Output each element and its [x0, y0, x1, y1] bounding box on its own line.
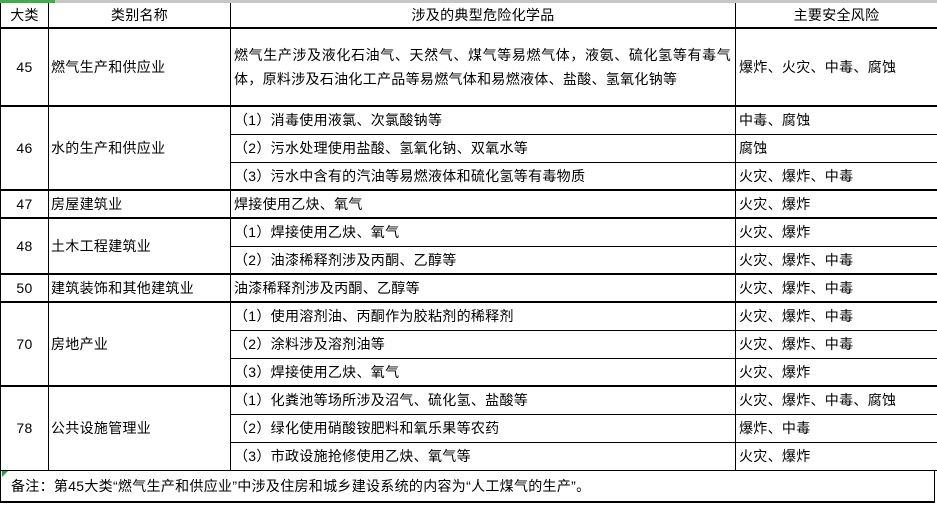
table-row: 46 水的生产和供应业 （1）消毒使用液氯、次氯酸钠等 中毒、腐蚀 [0, 105, 937, 191]
chemicals-cell: （2）绿化使用硝酸铵肥料和氧乐果等农药 [230, 413, 736, 443]
category-code-cell: 50 [0, 273, 49, 303]
table-row: 78 公共设施管理业 （1）化粪池等场所涉及沼气、硫化氢、盐酸等 火灾、爆炸、中毒、腐… [0, 385, 937, 471]
chemicals-cell: （3）污水中含有的汽油等易燃液体和硫化氢等有毒物质 [230, 161, 736, 191]
header-row: 大类 类别名称 涉及的典型危险化学品 主要安全风险 [0, 3, 937, 29]
risks-cell: 火灾、爆炸 [735, 217, 937, 247]
risks-cell: 爆炸、中毒 [735, 413, 937, 443]
column-header-3: 主要安全风险 [735, 3, 937, 29]
category-name-cell: 土木工程建筑业 [48, 217, 231, 275]
risks-cell: 火灾、爆炸 [735, 441, 937, 471]
table-row: （3）市政设施抢修使用乙炔、氧气等 火灾、爆炸 [1, 441, 937, 471]
chemicals-cell: （1）使用溶剂油、丙酮作为胶粘剂的稀释剂 [230, 301, 736, 331]
category-code-cell: 48 [0, 217, 49, 275]
risks-cell: 火灾、爆炸 [735, 357, 937, 387]
risks-cell: 火灾、爆炸、中毒 [735, 161, 937, 191]
selection-indicator-strip [0, 0, 55, 3]
table-header: 大类 类别名称 涉及的典型危险化学品 主要安全风险 [0, 3, 937, 29]
chemicals-cell: （1）消毒使用液氯、次氯酸钠等 [230, 105, 736, 135]
table-body: 45 燃气生产和供应业 燃气生产涉及液化石油气、天然气、煤气等易燃气体，液氨、硫化氢… [0, 27, 937, 471]
top-edge-strip [0, 0, 937, 3]
risks-cell: 爆炸、火灾、中毒、腐蚀 [735, 27, 937, 107]
category-name-cell: 房屋建筑业 [48, 189, 231, 219]
column-header-2: 涉及的典型危险化学品 [230, 3, 736, 29]
column-header-1: 类别名称 [48, 3, 231, 29]
risks-cell: 火灾、爆炸、中毒 [735, 301, 937, 331]
category-name-cell: 燃气生产和供应业 [48, 27, 231, 107]
category-code-cell: 45 [0, 27, 49, 107]
table-row: 50 建筑装饰和其他建筑业 油漆稀释剂涉及丙酮、乙醇等 火灾、爆炸、中毒 [0, 273, 937, 303]
category-name-cell: 建筑装饰和其他建筑业 [48, 273, 231, 303]
chemicals-cell: 焊接使用乙炔、氧气 [230, 189, 736, 219]
category-name-cell: 房地产业 [48, 301, 231, 387]
risks-cell: 火灾、爆炸 [735, 189, 937, 219]
chemicals-cell: （2）污水处理使用盐酸、氢氧化钠、双氧水等 [230, 133, 736, 163]
risks-cell: 火灾、爆炸、中毒、腐蚀 [735, 385, 937, 415]
category-code-cell: 70 [0, 301, 49, 387]
chemicals-cell: （1）焊接使用乙炔、氧气 [230, 217, 736, 247]
risks-cell: 火灾、爆炸、中毒 [735, 329, 937, 359]
table-row: （2）涂料涉及溶剂油等 火灾、爆炸、中毒 [1, 329, 937, 359]
chemicals-cell: 燃气生产涉及液化石油气、天然气、煤气等易燃气体，液氨、硫化氢等有毒气体，原料涉及… [230, 27, 736, 107]
table-row: （2）油漆稀释剂涉及丙酮、乙醇等 火灾、爆炸、中毒 [1, 245, 937, 275]
category-name-cell: 公共设施管理业 [48, 385, 231, 471]
table-row: （2）绿化使用硝酸铵肥料和氧乐果等农药 爆炸、中毒 [1, 413, 937, 443]
risks-cell: 腐蚀 [735, 133, 937, 163]
note-row: 备注：第45大类“燃气生产和供应业”中涉及住房和城乡建设系统的内容为“人工煤气的… [0, 470, 935, 503]
table-row: （2）污水处理使用盐酸、氢氧化钠、双氧水等 腐蚀 [1, 133, 937, 163]
table-row: 47 房屋建筑业 焊接使用乙炔、氧气 火灾、爆炸 [0, 189, 937, 219]
risks-cell: 中毒、腐蚀 [735, 105, 937, 135]
column-header-0: 大类 [0, 3, 49, 29]
hazard-chemicals-table: 大类 类别名称 涉及的典型危险化学品 主要安全风险 45 燃气生产和供应业 燃气生产涉及液… [0, 3, 937, 471]
chemicals-cell: （2）油漆稀释剂涉及丙酮、乙醇等 [230, 245, 736, 275]
chemicals-cell: （3）市政设施抢修使用乙炔、氧气等 [230, 441, 736, 471]
category-code-cell: 47 [0, 189, 49, 219]
table-row: 45 燃气生产和供应业 燃气生产涉及液化石油气、天然气、煤气等易燃气体，液氨、硫化氢… [0, 27, 937, 107]
table-row: 70 房地产业 （1）使用溶剂油、丙酮作为胶粘剂的稀释剂 火灾、爆炸、中毒 [0, 301, 937, 387]
category-code-cell: 46 [0, 105, 49, 191]
note-text: 备注：第45大类“燃气生产和供应业”中涉及住房和城乡建设系统的内容为“人工煤气的… [11, 477, 591, 494]
category-code-cell: 78 [0, 385, 49, 471]
chemicals-cell: （1）化粪池等场所涉及沼气、硫化氢、盐酸等 [230, 385, 736, 415]
chemicals-cell: （3）焊接使用乙炔、氧气 [230, 357, 736, 387]
chemicals-cell: 油漆稀释剂涉及丙酮、乙醇等 [230, 273, 736, 303]
risks-cell: 火灾、爆炸、中毒 [735, 273, 937, 303]
risks-cell: 火灾、爆炸、中毒 [735, 245, 937, 275]
chemicals-cell: （2）涂料涉及溶剂油等 [230, 329, 736, 359]
category-name-cell: 水的生产和供应业 [48, 105, 231, 191]
cell-flag-triangle-icon [2, 471, 8, 477]
table-row: 48 土木工程建筑业 （1）焊接使用乙炔、氧气 火灾、爆炸 [0, 217, 937, 275]
